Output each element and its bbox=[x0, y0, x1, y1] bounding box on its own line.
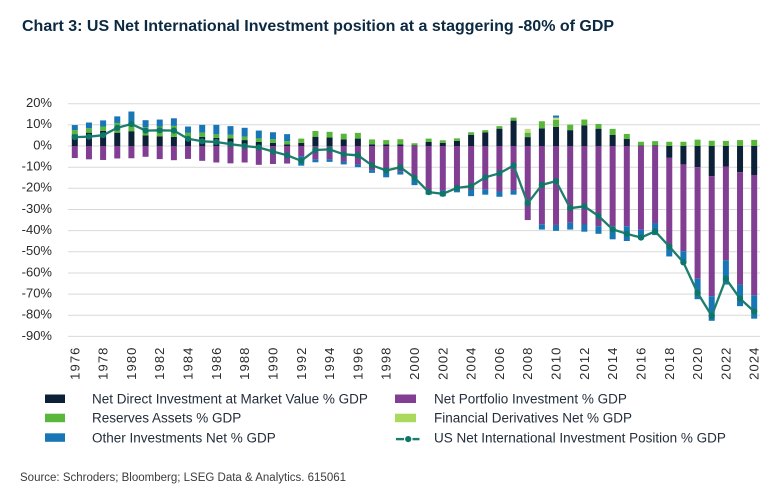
svg-text:1978: 1978 bbox=[96, 347, 111, 380]
svg-text:2004: 2004 bbox=[464, 347, 479, 380]
svg-text:20%: 20% bbox=[26, 95, 52, 110]
svg-text:-10%: -10% bbox=[22, 159, 53, 174]
svg-text:2014: 2014 bbox=[605, 347, 620, 380]
svg-text:1990: 1990 bbox=[266, 347, 281, 380]
svg-text:2002: 2002 bbox=[435, 347, 450, 380]
svg-text:1994: 1994 bbox=[322, 347, 337, 380]
svg-text:2016: 2016 bbox=[634, 347, 649, 380]
svg-text:Chart 3: US Net International: Chart 3: US Net International Investment… bbox=[22, 18, 614, 35]
svg-text:2012: 2012 bbox=[577, 347, 592, 380]
svg-text:2022: 2022 bbox=[718, 347, 733, 380]
svg-text:-30%: -30% bbox=[22, 201, 53, 216]
svg-text:Other Investments Net % GDP: Other Investments Net % GDP bbox=[92, 430, 276, 445]
svg-text:1984: 1984 bbox=[181, 347, 196, 380]
svg-text:2024: 2024 bbox=[747, 347, 762, 380]
svg-text:1980: 1980 bbox=[124, 347, 139, 380]
svg-text:1986: 1986 bbox=[209, 347, 224, 380]
svg-text:1992: 1992 bbox=[294, 347, 309, 380]
svg-text:-70%: -70% bbox=[22, 286, 53, 301]
svg-text:1982: 1982 bbox=[152, 347, 167, 380]
svg-text:US Net International Investmen: US Net International Investment Position… bbox=[434, 430, 726, 445]
svg-text:1998: 1998 bbox=[379, 347, 394, 380]
svg-text:2008: 2008 bbox=[520, 347, 535, 380]
svg-text:2018: 2018 bbox=[662, 347, 677, 380]
svg-text:1996: 1996 bbox=[350, 347, 365, 380]
svg-text:2000: 2000 bbox=[407, 347, 422, 380]
svg-text:Net Direct Investment at Marke: Net Direct Investment at Market Value % … bbox=[92, 392, 368, 407]
svg-text:0%: 0% bbox=[33, 137, 52, 152]
svg-text:1976: 1976 bbox=[67, 347, 82, 380]
svg-text:-80%: -80% bbox=[22, 307, 53, 322]
svg-text:1988: 1988 bbox=[237, 347, 252, 380]
svg-text:Reserves Assets % GDP: Reserves Assets % GDP bbox=[92, 411, 241, 426]
svg-text:Financial Derivatives Net % GD: Financial Derivatives Net % GDP bbox=[434, 411, 632, 426]
svg-text:2010: 2010 bbox=[549, 347, 564, 380]
svg-text:10%: 10% bbox=[26, 116, 52, 131]
svg-text:2006: 2006 bbox=[492, 347, 507, 380]
svg-text:-90%: -90% bbox=[22, 328, 53, 343]
svg-text:2020: 2020 bbox=[690, 347, 705, 380]
svg-text:-40%: -40% bbox=[22, 222, 53, 237]
svg-text:Source: Schroders; Bloomberg;: Source: Schroders; Bloomberg; LSEG Data … bbox=[20, 472, 346, 484]
svg-text:Net Portfolio Investment % GDP: Net Portfolio Investment % GDP bbox=[434, 392, 627, 407]
svg-text:-50%: -50% bbox=[22, 243, 53, 258]
svg-text:-60%: -60% bbox=[22, 264, 53, 279]
svg-text:-20%: -20% bbox=[22, 180, 53, 195]
